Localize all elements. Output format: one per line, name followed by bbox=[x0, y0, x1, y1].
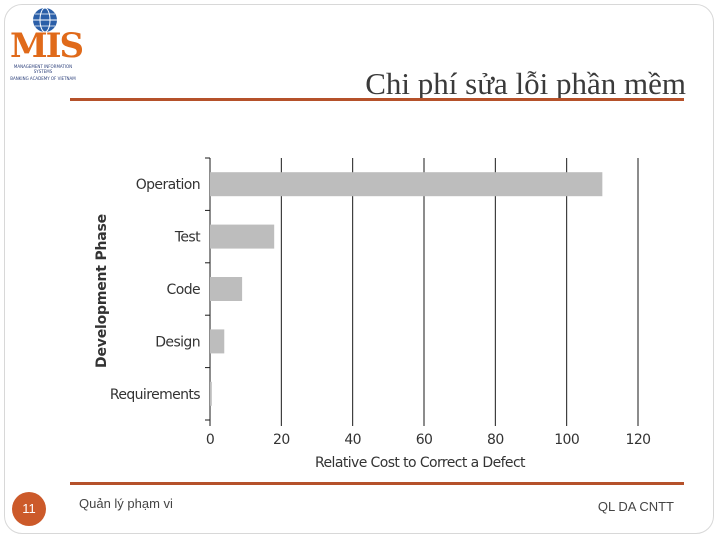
logo-line-1: MANAGEMENT INFORMATION SYSTEMS bbox=[13, 64, 73, 74]
bar-design bbox=[210, 329, 225, 354]
footer-right-text: QL DA CNTT bbox=[597, 499, 674, 514]
y-tick-label: Code bbox=[167, 282, 200, 298]
bar-test bbox=[210, 224, 275, 249]
x-tick-label: 20 bbox=[273, 432, 290, 448]
logo-line-2: BANKING ACADEMY OF VIETNAM bbox=[10, 76, 76, 81]
tick-labels: 0 20 40 60 80 100 120 Operation Test Code Design Re… bbox=[110, 177, 651, 448]
bars bbox=[210, 172, 603, 406]
x-tick-label: 60 bbox=[416, 432, 433, 448]
y-tick-label: Test bbox=[174, 230, 201, 246]
x-tick-label: 100 bbox=[554, 432, 579, 448]
y-tick-label: Design bbox=[155, 334, 200, 350]
page-number-badge: 11 bbox=[12, 492, 46, 526]
bar-requirements bbox=[210, 381, 212, 406]
bar-operation bbox=[210, 172, 603, 197]
bar-code bbox=[210, 277, 243, 301]
globe-icon bbox=[33, 7, 57, 33]
grid-lines bbox=[205, 157, 639, 426]
y-tick-label: Requirements bbox=[110, 387, 200, 403]
logo-wordmark: MIS bbox=[10, 26, 84, 66]
slide-title: Chi phí sửa lỗi phần mềm bbox=[365, 66, 686, 101]
y-axis-title: Development Phase bbox=[94, 214, 110, 368]
title-divider bbox=[70, 98, 684, 101]
x-tick-label: 40 bbox=[344, 432, 361, 448]
footer-left-text: Quản lý phạm vi bbox=[79, 496, 173, 511]
y-tick-label: Operation bbox=[136, 177, 200, 193]
slide-frame bbox=[4, 4, 714, 534]
x-tick-label: 120 bbox=[626, 432, 651, 448]
footer-divider bbox=[70, 482, 684, 485]
x-tick-label: 0 bbox=[206, 432, 214, 448]
x-tick-label: 80 bbox=[487, 432, 504, 448]
x-axis-title: Relative Cost to Correct a Defect bbox=[315, 455, 526, 471]
mis-logo: MIS MANAGEMENT INFORMATION SYSTEMS BANKI… bbox=[10, 6, 84, 81]
